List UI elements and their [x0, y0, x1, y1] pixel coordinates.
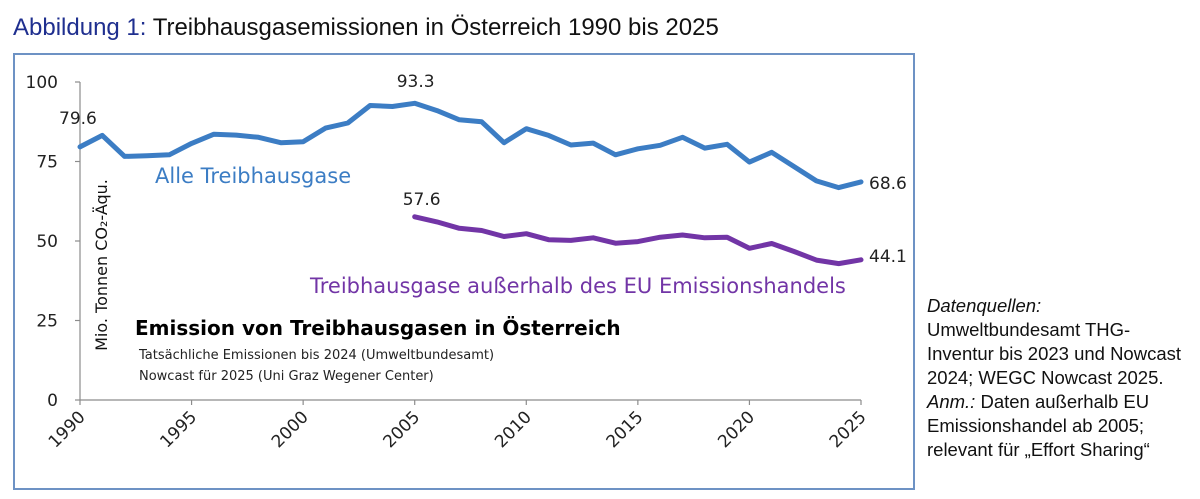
data-point	[747, 246, 752, 250]
figure-label: Abbildung 1:	[13, 14, 147, 41]
data-point	[569, 143, 573, 147]
x-tick-label: 2005	[380, 407, 425, 452]
y-tick-label: 100	[26, 73, 58, 93]
data-point	[636, 147, 640, 151]
data-point	[569, 238, 573, 242]
data-label-start: 57.6	[403, 190, 441, 210]
data-point	[390, 104, 394, 109]
data-label-end: 68.6	[869, 174, 907, 194]
data-point	[814, 179, 819, 183]
data-point	[613, 241, 618, 245]
data-point	[413, 101, 417, 105]
data-label-start: 79.6	[59, 109, 97, 129]
data-point	[524, 127, 528, 131]
data-point	[837, 186, 841, 190]
data-label-peak: 93.3	[397, 72, 435, 92]
axes: 0 25 50 75 100 1990 1995 2000 2005 2010 2015 2020 20…	[26, 73, 871, 452]
data-point	[837, 262, 841, 266]
data-point	[435, 109, 439, 113]
y-tick-label: 0	[47, 391, 58, 411]
data-point	[658, 143, 662, 147]
x-tick-label: 2015	[603, 407, 648, 452]
series-name-label: Treibhausgase außerhalb des EU Emissions…	[309, 274, 846, 298]
series-name-label: Alle Treibhausgase	[155, 164, 351, 188]
data-point	[680, 233, 685, 237]
data-point	[323, 126, 328, 130]
data-point	[524, 232, 528, 236]
y-tick-label: 25	[36, 312, 58, 332]
data-label-end: 44.1	[869, 247, 907, 267]
chart-title: Emission von Treibhausgasen in Österreic…	[135, 316, 621, 340]
data-point	[457, 118, 461, 122]
data-point	[747, 160, 752, 164]
figure-title: Abbildung 1: Treibhausgasemissionen in Ö…	[13, 14, 719, 42]
data-point	[234, 133, 238, 137]
data-point	[480, 228, 484, 233]
data-point	[413, 215, 417, 219]
data-point	[435, 220, 439, 224]
sources-label: Datenquellen:	[927, 295, 1042, 316]
data-point	[100, 133, 104, 137]
source-note: Datenquellen: Umweltbundesamt THG-Invent…	[927, 294, 1195, 462]
chart-subtitle-line: Tatsächliche Emissionen bis 2024 (Umwelt…	[138, 348, 494, 363]
data-point	[591, 141, 595, 145]
series-layer	[77, 100, 864, 267]
remark-text: Daten außerhalb EU Emissionshandel ab 20…	[927, 391, 1150, 460]
x-tick-label: 2000	[268, 407, 313, 452]
data-point	[770, 150, 774, 154]
data-point	[703, 146, 707, 150]
data-point	[480, 120, 484, 124]
data-point	[190, 141, 194, 145]
data-point	[346, 121, 350, 125]
data-point	[636, 240, 640, 244]
data-point	[770, 241, 774, 246]
data-point	[502, 234, 506, 239]
data-point	[859, 180, 863, 184]
data-point	[680, 135, 685, 139]
data-point	[123, 154, 127, 158]
data-point	[547, 238, 551, 242]
y-tick-label: 75	[36, 153, 58, 173]
x-tick-label: 1995	[156, 407, 201, 452]
data-point	[725, 142, 729, 146]
x-tick-label: 2010	[491, 407, 536, 452]
y-axis-title: Mio. Tonnen CO₂-Äqu.	[92, 179, 111, 351]
series-line-0	[77, 100, 864, 191]
data-point	[547, 133, 551, 137]
data-point	[78, 145, 82, 149]
remark-label: Anm.:	[927, 391, 976, 412]
data-point	[814, 258, 819, 262]
data-point	[859, 258, 863, 262]
data-point	[457, 226, 461, 230]
x-tick-label: 2020	[714, 407, 759, 452]
data-point	[725, 235, 729, 239]
data-point	[792, 249, 796, 254]
data-point	[368, 103, 372, 108]
data-point	[658, 235, 662, 239]
data-point	[301, 140, 305, 144]
data-point	[279, 141, 283, 145]
data-point	[591, 236, 595, 240]
figure-title-text: Treibhausgasemissionen in Österreich 199…	[152, 14, 719, 41]
data-point	[256, 135, 261, 139]
y-tick-label: 50	[36, 232, 58, 252]
data-point	[145, 154, 149, 158]
sources-text: Umweltbundesamt THG-Inventur bis 2023 un…	[927, 319, 1182, 388]
data-point	[502, 141, 506, 145]
chart-frame: 0 25 50 75 100 1990 1995 2000 2005 2010 2015 2020 20…	[13, 53, 915, 490]
emissions-line-chart: 0 25 50 75 100 1990 1995 2000 2005 2010 2015 2020 20…	[26, 72, 907, 452]
data-point	[212, 132, 216, 136]
labels-layer: Mio. Tonnen CO₂-Äqu. Alle Treibhausgase Tr…	[59, 72, 907, 384]
data-point	[613, 153, 618, 157]
x-tick-label: 2025	[826, 407, 871, 452]
data-point	[167, 153, 171, 157]
x-tick-label: 1990	[45, 407, 90, 452]
data-point	[703, 236, 707, 240]
data-point	[792, 165, 796, 169]
chart-subtitle-line: Nowcast für 2025 (Uni Graz Wegener Cente…	[139, 369, 434, 384]
